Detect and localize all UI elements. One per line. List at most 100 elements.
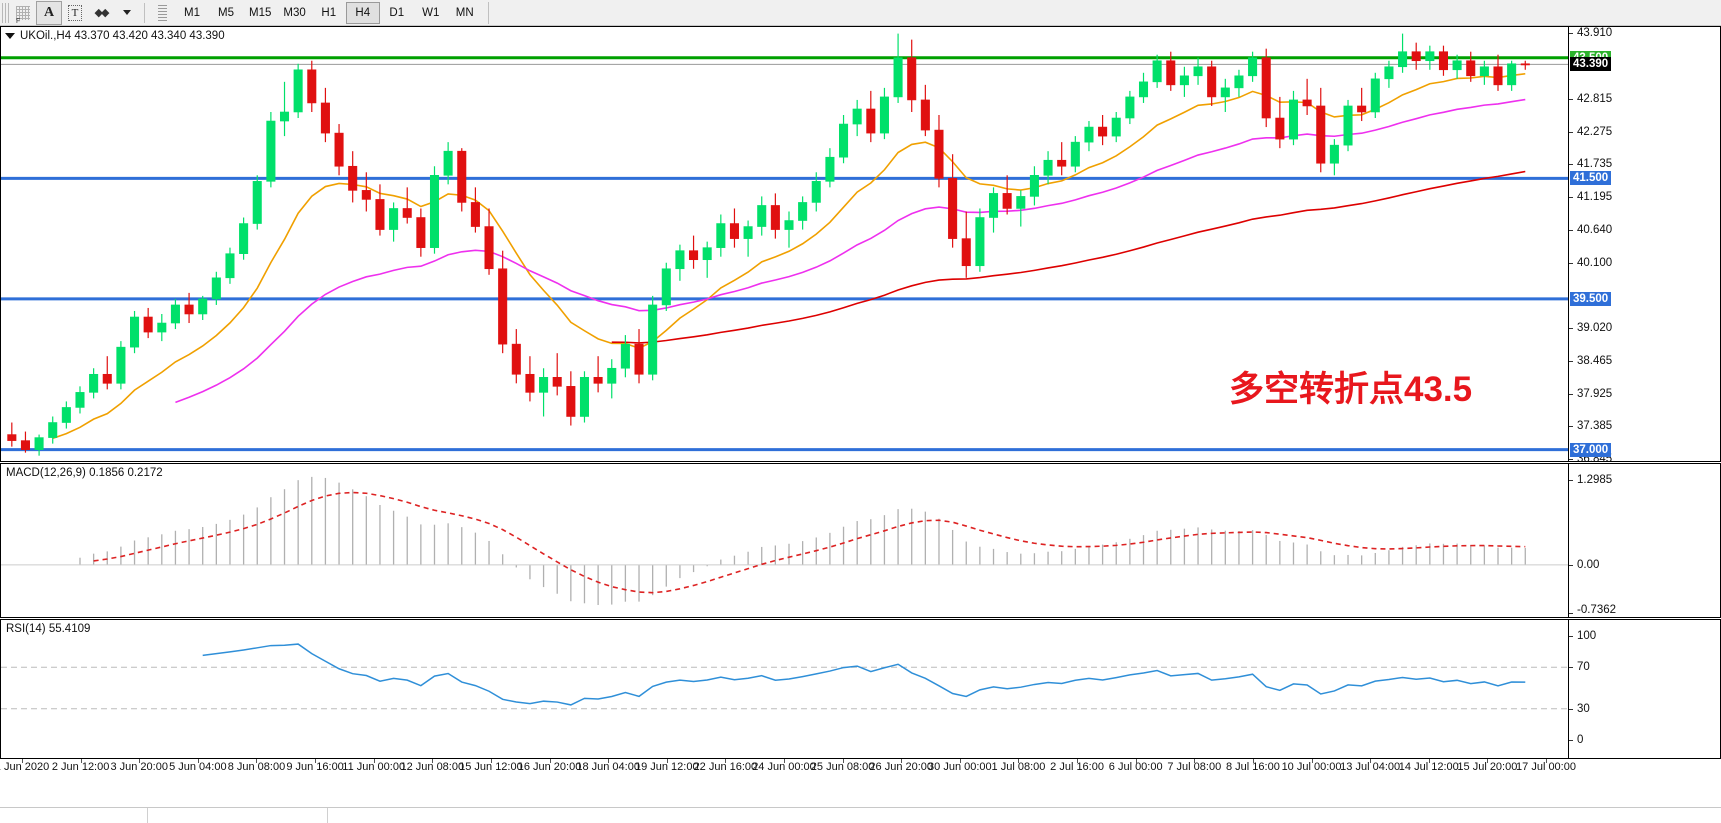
price-axis-tick [1569,33,1573,34]
rsi-axis-label: 100 [1577,630,1597,642]
chart-annotation: 多空转折点43.5 [1229,370,1473,409]
price-axis[interactable]: 43.910 42.815 42.275 41.735 41.195 40.640 40.1… [1568,27,1720,461]
chevron-down-icon[interactable] [5,33,15,39]
text-label-icon: T [67,4,83,21]
time-axis-tick [1194,759,1196,763]
objects-dropdown-button[interactable] [114,1,140,25]
time-axis[interactable]: 1 Jun 2020 2 Jun 12:00 3 Jun 20:00 5 Jun 04… [0,759,1721,781]
price-level-tag-37-000[interactable]: 37.000 [1570,442,1612,457]
time-axis-tick [490,759,492,763]
tab-timeframe-m30[interactable]: M30 [283,6,306,19]
macd-plot-area[interactable] [1,464,1569,617]
time-axis-tick [1252,759,1254,763]
price-chart-svg [1,33,1569,456]
rsi-plot-area[interactable] [1,620,1569,758]
macd-chart-svg [1,476,1569,605]
price-axis-tick [1569,393,1573,395]
timeframe-grip[interactable] [149,1,175,25]
rsi-axis-label: 70 [1577,661,1590,674]
time-axis-tick [22,759,23,763]
tab-timeframe-m1[interactable]: M1 [184,6,200,19]
time-axis-label: 13 Jul 04:00 [1340,761,1401,773]
time-axis-label: 8 Jul 16:00 [1226,761,1280,773]
price-level-tag-41-500[interactable]: 41.500 [1570,171,1612,186]
time-axis-tick [432,759,434,763]
time-axis-label: 7 Jul 08:00 [1167,761,1222,773]
price-axis-tick [1569,164,1573,166]
tab-timeframe-mn[interactable]: MN [455,6,474,19]
crosshair-grid-icon[interactable] [10,1,36,25]
price-level-tag-39-500[interactable]: 39.500 [1570,291,1612,306]
price-axis-tick [1569,361,1573,363]
time-axis-tick [725,759,727,763]
price-level-tag-43-390[interactable]: 43.390 [1570,57,1612,72]
text-tool-button[interactable]: A [36,0,62,25]
macd-panel[interactable]: MACD(12,26,9) 0.1856 0.2172 1.2985 0.00 -0… [0,463,1721,618]
time-axis-label: 12 Jun 08:00 [400,761,465,773]
price-axis-label: 39.020 [1577,321,1613,334]
macd-axis[interactable]: 1.2985 0.00 -0.7362 [1568,464,1720,617]
rsi-axis-tick [1569,708,1573,710]
label-tool-button[interactable]: T [62,1,88,25]
time-axis-tick [80,759,82,763]
tab-timeframe-h4[interactable]: H4 [345,1,380,24]
macd-axis-tick [1569,613,1573,614]
macd-axis-tick [1569,480,1573,481]
tab-timeframe-h1[interactable]: H1 [321,6,337,19]
time-axis-label: 2 Jul 16:00 [1050,761,1104,773]
tab-timeframe-m5[interactable]: M5 [218,6,234,19]
rsi-axis-label: 0 [1577,734,1584,746]
price-axis-label: 41.735 [1577,158,1613,171]
status-cell-2 [148,807,328,823]
time-axis-label: 26 Jun 20:00 [869,761,934,773]
time-axis-label: 5 Jun 04:00 [169,761,227,773]
main-toolbar: A T ◆◆ M1 M5 M15 M30 H1 H4 D1 W1 MN [0,0,1721,26]
price-axis-tick [1569,230,1573,232]
time-axis-label: 11 Jun 00:00 [342,761,406,773]
timeframe-list: M1 M5 M15 M30 H1 H4 D1 W1 MN [175,1,482,25]
toolbar-divider-end [487,1,489,24]
objects-tool-button[interactable]: ◆◆ [88,1,114,25]
chart-area[interactable]: UKOil.,H4 43.370 43.420 43.340 43.390 多空… [0,26,1721,823]
tab-timeframe-m15[interactable]: M15 [249,6,272,19]
time-axis-tick [1018,759,1020,763]
rsi-panel[interactable]: RSI(14) 55.4109 100 70 30 0 [0,619,1721,759]
time-axis-tick [139,759,141,763]
macd-axis-label: 0.00 [1577,558,1600,571]
symbol-header-text: UKOil.,H4 43.370 43.420 43.340 43.390 [20,30,225,42]
time-axis-tick [842,759,844,763]
rsi-axis-tick [1569,667,1573,669]
toolbar-divider [144,2,145,23]
rsi-axis[interactable]: 100 70 30 0 [1568,620,1720,758]
time-axis-label: 2 Jun 12:00 [51,761,110,773]
time-axis-label: 3 Jun 20:00 [110,761,168,773]
price-axis-label: 42.275 [1577,125,1613,138]
shapes-icon: ◆◆ [94,7,110,19]
tab-timeframe-d1[interactable]: D1 [389,6,405,19]
time-axis-label: 1 Jul 08:00 [991,761,1046,773]
price-axis-label: 42.815 [1577,93,1613,106]
time-axis-label: 19 Jun 12:00 [634,761,699,773]
time-axis-tick [256,759,258,763]
time-axis-tick [197,759,199,763]
macd-axis-label: 1.2985 [1577,474,1613,486]
price-plot-area[interactable] [1,27,1569,461]
time-axis-tick [373,759,375,763]
time-axis-label: 16 Jun 20:00 [517,761,582,773]
macd-label: MACD(12,26,9) 0.1856 0.2172 [6,467,163,479]
price-axis-tick [1569,99,1573,101]
time-axis-tick [1135,759,1137,763]
time-axis-tick [608,759,610,763]
price-axis-tick [1569,196,1573,198]
toolbar-grip[interactable] [2,2,10,23]
time-axis-tick [666,759,668,763]
time-axis-label: 15 Jul 20:00 [1457,761,1518,773]
price-axis-tick [1569,131,1573,133]
time-axis-label: 14 Jul 12:00 [1398,761,1459,773]
time-axis-tick [315,759,317,763]
rsi-axis-label: 30 [1577,702,1590,715]
price-axis-tick [1569,262,1573,264]
time-axis-label: 10 Jul 00:00 [1281,761,1342,773]
price-panel[interactable]: UKOil.,H4 43.370 43.420 43.340 43.390 多空… [0,26,1721,462]
tab-timeframe-w1[interactable]: W1 [422,6,440,19]
